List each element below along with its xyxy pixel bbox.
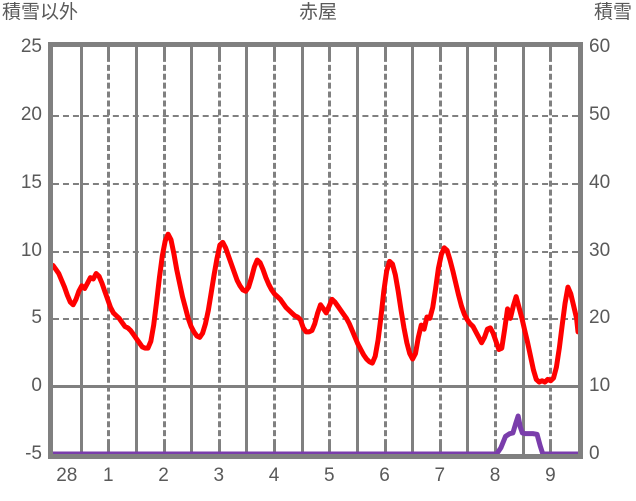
right-tick-20: 20: [589, 307, 611, 329]
x-tick-4: 4: [268, 465, 280, 486]
right-tick-10: 10: [589, 375, 611, 397]
gridline-h-zero: [53, 385, 578, 389]
minor-tick-bottom-10: [162, 445, 166, 454]
gridline-v-day-3: [245, 47, 249, 454]
minor-tick-bottom-16: [494, 445, 498, 454]
minor-tick-bottom-4: [300, 445, 304, 454]
left-tick-25: 25: [20, 36, 42, 57]
right-tick-60: 60: [589, 36, 611, 57]
x-tick-9: 9: [545, 465, 556, 486]
gridline-v-day-1: [134, 47, 138, 454]
gridline-v-mid-4: [273, 47, 277, 454]
right-tick-50: 50: [589, 103, 611, 125]
minor-tick-top-1: [134, 47, 138, 56]
minor-tick-bottom-3: [245, 445, 249, 454]
minor-tick-top-4: [300, 47, 304, 56]
x-tick-3: 3: [213, 465, 225, 486]
minor-tick-top-15: [438, 47, 442, 56]
left-axis-tick-labels: 25 20 15 10 5 0 -5: [0, 0, 42, 501]
x-tick-6: 6: [379, 465, 390, 486]
minor-tick-bottom-6: [411, 445, 415, 454]
left-tick-5: 5: [31, 307, 42, 329]
gridline-v-day-0: [79, 47, 83, 454]
minor-tick-bottom-5: [355, 445, 359, 454]
gridline-v-mid-1: [107, 47, 111, 454]
minor-tick-top-17: [549, 47, 553, 56]
minor-tick-top-3: [245, 47, 249, 56]
gridline-v-day-8: [521, 47, 525, 454]
minor-tick-bottom-8: [521, 445, 525, 454]
minor-tick-bottom-17: [549, 445, 553, 454]
minor-tick-top-2: [190, 47, 194, 56]
minor-tick-top-5: [355, 47, 359, 56]
left-tick--5: -5: [25, 443, 42, 464]
x-tick-2: 2: [158, 465, 169, 486]
gridline-v-mid-6: [383, 47, 387, 454]
minor-tick-top-8: [521, 47, 525, 56]
minor-tick-top-0: [79, 47, 83, 56]
x-tick-5: 5: [324, 465, 335, 486]
minor-tick-bottom-9: [107, 445, 111, 454]
minor-tick-bottom-13: [328, 445, 332, 454]
x-tick-7: 7: [434, 465, 446, 486]
x-tick-1: 1: [102, 465, 114, 486]
minor-tick-bottom-0: [79, 445, 83, 454]
series-line-snow-depth: [53, 413, 578, 454]
minor-tick-bottom-12: [273, 445, 277, 454]
gridline-v-mid-7: [438, 47, 442, 454]
x-tick-28: 28: [56, 465, 78, 486]
left-tick-15: 15: [20, 171, 42, 193]
minor-tick-top-13: [328, 47, 332, 56]
chart-title: 赤屋: [298, 2, 337, 23]
gridline-v-day-7: [466, 47, 470, 454]
minor-tick-top-7: [466, 47, 470, 56]
minor-tick-top-12: [273, 47, 277, 56]
minor-tick-bottom-11: [217, 445, 221, 454]
gridline-v-mid-5: [328, 47, 332, 454]
gridline-v-day-6: [411, 47, 415, 454]
minor-tick-top-6: [411, 47, 415, 56]
minor-tick-bottom-1: [134, 445, 138, 454]
right-tick-30: 30: [589, 239, 611, 261]
right-axis-title: 積雪: [593, 2, 632, 23]
gridline-h-10: [53, 250, 578, 253]
left-tick-10: 10: [20, 239, 42, 261]
minor-tick-top-9: [107, 47, 111, 56]
gridline-v-mid-9: [549, 47, 553, 454]
gridline-v-day-2: [190, 47, 194, 454]
minor-tick-top-16: [494, 47, 498, 56]
left-axis-title: 積雪以外: [2, 2, 79, 23]
right-axis-tick-labels: 60 50 40 30 20 10 0: [589, 0, 636, 501]
gridline-h-15: [53, 182, 578, 185]
plot-area: [48, 42, 583, 459]
series-line-temperature: [53, 231, 578, 385]
right-tick-0: 0: [589, 443, 600, 464]
gridline-v-day-4: [300, 47, 304, 454]
plot-inner: [53, 47, 578, 454]
gridline-v-day-5: [355, 47, 359, 454]
minor-tick-top-14: [383, 47, 387, 56]
minor-tick-top-11: [217, 47, 221, 56]
left-tick-0: 0: [31, 375, 42, 397]
minor-tick-bottom-7: [466, 445, 470, 454]
minor-tick-bottom-2: [190, 445, 194, 454]
right-tick-40: 40: [589, 171, 611, 193]
series-layer: [53, 231, 578, 454]
minor-tick-top-10: [162, 47, 166, 56]
left-tick-20: 20: [20, 103, 42, 125]
minor-tick-bottom-15: [438, 445, 442, 454]
x-tick-8: 8: [489, 465, 501, 486]
minor-tick-bottom-14: [383, 445, 387, 454]
gridline-h-20: [53, 114, 578, 117]
gridline-v-mid-8: [494, 47, 498, 454]
